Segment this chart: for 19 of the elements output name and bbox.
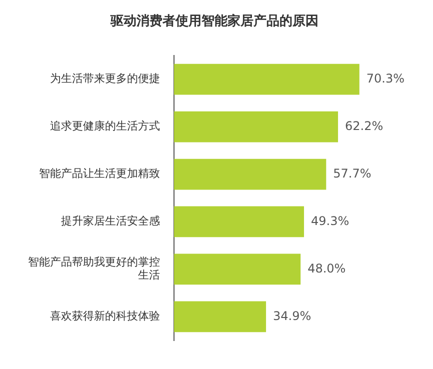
bar <box>174 254 301 285</box>
bar <box>174 158 326 190</box>
data-label: 70.3% <box>366 71 405 86</box>
data-label: 48.0% <box>308 261 346 276</box>
y-tick-label: 提升家居生活安全感 <box>61 214 160 228</box>
bar <box>174 64 360 95</box>
data-label: 62.2% <box>345 118 384 133</box>
data-label: 34.9% <box>273 308 312 323</box>
y-tick-label: 智能产品帮助我更好的掌控生活 <box>28 255 160 282</box>
bar <box>174 301 266 332</box>
data-label: 57.7% <box>333 166 372 180</box>
chart-title: 驱动消费者使用智能家居产品的原因 <box>110 13 318 30</box>
y-tick-label: 追求更健康的生活方式 <box>50 120 160 133</box>
y-tick-label: 为生活带来更多的便捷 <box>50 72 160 86</box>
data-label: 49.3% <box>311 214 350 228</box>
bar <box>174 111 338 142</box>
bar <box>174 206 304 238</box>
y-tick-label: 喜欢获得新的科技体验 <box>50 310 160 323</box>
y-tick-label: 智能产品让生活更加精致 <box>39 167 160 180</box>
